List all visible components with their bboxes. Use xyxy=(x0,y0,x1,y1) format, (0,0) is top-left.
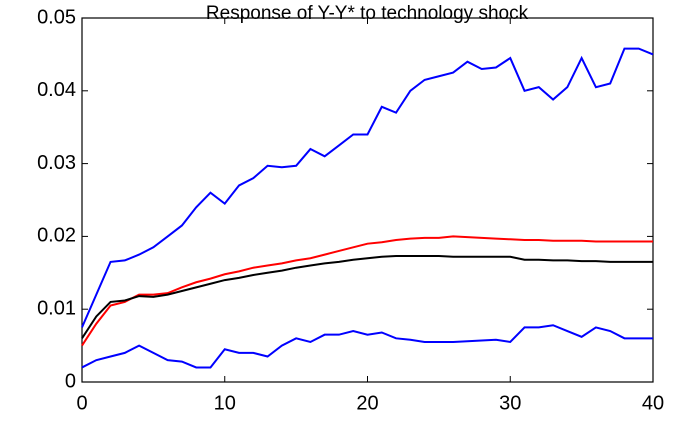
x-tick-label: 40 xyxy=(642,392,664,414)
x-tick-label: 0 xyxy=(76,392,87,414)
series-line xyxy=(81,47,654,328)
series-line xyxy=(81,324,653,369)
y-tick-label: 0.02 xyxy=(37,225,76,247)
y-tick-label: 0.04 xyxy=(37,79,76,101)
y-tick-label: 0.03 xyxy=(37,152,76,174)
plot-frame xyxy=(81,17,654,383)
x-tick-label: 10 xyxy=(214,392,236,414)
y-tick-label: 0.01 xyxy=(37,297,76,319)
x-tick-label: 20 xyxy=(356,392,378,414)
y-tick-label: 0 xyxy=(65,370,76,392)
chart-title: Response of Y-Y* to technology shock xyxy=(206,3,529,24)
series-line xyxy=(81,255,653,339)
x-tick-label: 30 xyxy=(499,392,521,414)
y-tick-label: 0.05 xyxy=(37,6,76,28)
series-line xyxy=(81,235,653,347)
